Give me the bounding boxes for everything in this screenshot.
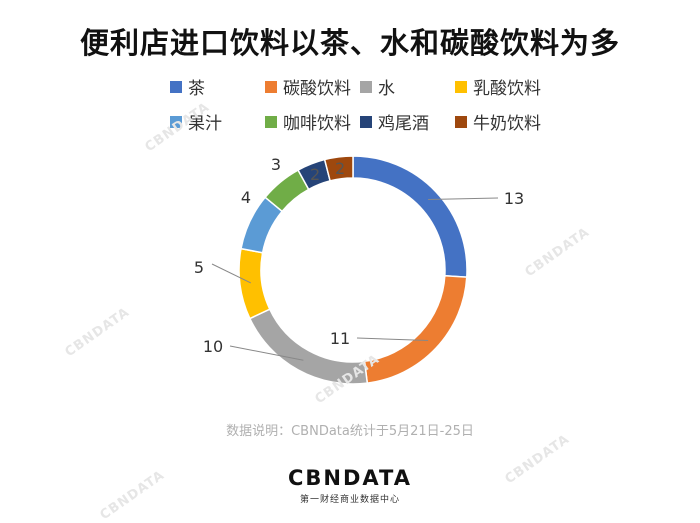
legend-label: 茶: [188, 79, 205, 99]
donut-slice: [363, 274, 468, 384]
legend-label: 牛奶饮料: [473, 114, 541, 134]
brand-logo-text: CBNDATA: [288, 466, 412, 490]
legend: 茶 碳酸饮料 水 乳酸饮料果汁 咖啡饮料 鸡尾酒 牛奶饮料: [170, 74, 590, 134]
legend-item: 水: [360, 74, 455, 99]
chart-title: 便利店进口饮料以茶、水和碳酸饮料为多: [79, 26, 620, 60]
legend-swatch: [170, 115, 182, 128]
legend-swatch: [360, 80, 372, 93]
legend-label: 水: [378, 79, 395, 99]
legend-item: 鸡尾酒: [360, 109, 455, 134]
data-label: 13: [504, 189, 524, 208]
data-label: 4: [241, 188, 251, 207]
legend-label: 乳酸饮料: [473, 79, 541, 99]
legend-item: 果汁: [170, 109, 265, 134]
legend-swatch: [360, 115, 372, 128]
data-label: 5: [194, 258, 204, 277]
donut-slice: [323, 155, 354, 182]
leader-line: [356, 337, 429, 342]
legend-label: 碳酸饮料: [283, 79, 351, 99]
legend-swatch: [455, 115, 467, 128]
brand-subtitle: 第一财经商业数据中心: [299, 495, 400, 505]
donut-slice: [352, 155, 468, 278]
legend-label: 果汁: [188, 114, 222, 134]
legend-item: 碳酸饮料: [265, 74, 360, 99]
legend-swatch: [265, 80, 277, 93]
data-note: 数据说明：CBNData统计于5月21日-25日: [226, 424, 474, 439]
legend-swatch: [170, 80, 182, 93]
donut-slice: [238, 247, 271, 320]
leader-line: [428, 197, 499, 200]
data-label: 3: [271, 155, 281, 174]
legend-label: 咖啡饮料: [283, 114, 351, 134]
legend-swatch: [265, 115, 277, 128]
legend-item: 牛奶饮料: [455, 109, 565, 134]
data-label: 10: [203, 337, 223, 356]
data-label: 2: [335, 159, 345, 178]
data-label: 11: [330, 329, 350, 348]
leader-line: [211, 263, 252, 284]
legend-label: 鸡尾酒: [378, 114, 429, 134]
legend-item: 咖啡饮料: [265, 109, 360, 134]
data-label: 2: [310, 165, 320, 184]
brand-logo: CBNDATA 第一财经商业数据中心: [0, 466, 700, 505]
legend-item: 乳酸饮料: [455, 74, 565, 99]
leader-line: [229, 345, 304, 361]
legend-item: 茶: [170, 74, 265, 99]
legend-swatch: [455, 80, 467, 93]
